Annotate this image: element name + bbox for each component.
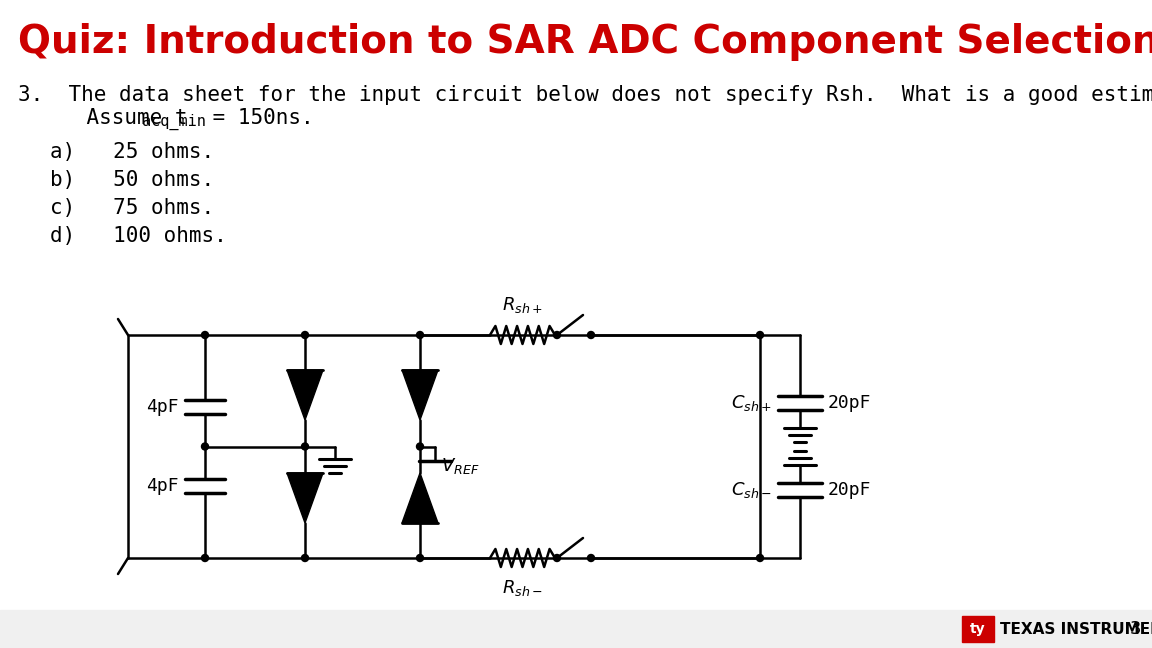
Text: 4pF: 4pF (146, 477, 179, 495)
Text: = 150ns.: = 150ns. (200, 108, 313, 128)
Text: a)   25 ohms.: a) 25 ohms. (50, 142, 214, 162)
Polygon shape (287, 473, 323, 523)
Circle shape (417, 555, 424, 562)
Circle shape (202, 443, 209, 450)
Circle shape (553, 555, 561, 562)
Circle shape (588, 555, 594, 562)
Circle shape (757, 555, 764, 562)
Text: $V_{REF}$: $V_{REF}$ (441, 456, 479, 476)
Text: ty: ty (970, 622, 986, 636)
Text: TEXAS INSTRUMENTS: TEXAS INSTRUMENTS (1000, 621, 1152, 636)
Text: $R_{sh+}$: $R_{sh+}$ (502, 295, 543, 315)
Text: $C_{sh-}$: $C_{sh-}$ (732, 480, 772, 500)
Text: Assume t: Assume t (36, 108, 188, 128)
Circle shape (202, 555, 209, 562)
Text: acq_min: acq_min (142, 114, 206, 130)
Text: 3.  The data sheet for the input circuit below does not specify Rsh.  What is a : 3. The data sheet for the input circuit … (18, 85, 1152, 105)
Text: c)   75 ohms.: c) 75 ohms. (50, 198, 214, 218)
Polygon shape (402, 370, 438, 420)
Text: b)   50 ohms.: b) 50 ohms. (50, 170, 214, 190)
Bar (0, 610, 1152, 648)
Circle shape (202, 332, 209, 338)
Circle shape (302, 555, 309, 562)
Circle shape (588, 332, 594, 338)
Circle shape (302, 332, 309, 338)
Bar (962, 616, 994, 642)
Bar (0, 0, 1152, 65)
Circle shape (417, 443, 424, 450)
Text: 3: 3 (1129, 620, 1140, 638)
Circle shape (757, 332, 764, 338)
Text: d)   100 ohms.: d) 100 ohms. (50, 226, 227, 246)
Circle shape (553, 332, 561, 338)
Text: Quiz: Introduction to SAR ADC Component Selection: Quiz: Introduction to SAR ADC Component … (18, 23, 1152, 61)
Text: 20pF: 20pF (828, 481, 872, 499)
Text: $R_{sh-}$: $R_{sh-}$ (502, 578, 543, 598)
Polygon shape (287, 370, 323, 420)
Polygon shape (402, 473, 438, 523)
Text: 20pF: 20pF (828, 394, 872, 412)
Circle shape (417, 332, 424, 338)
Circle shape (302, 443, 309, 450)
Text: $C_{sh+}$: $C_{sh+}$ (732, 393, 772, 413)
Text: 4pF: 4pF (146, 398, 179, 416)
